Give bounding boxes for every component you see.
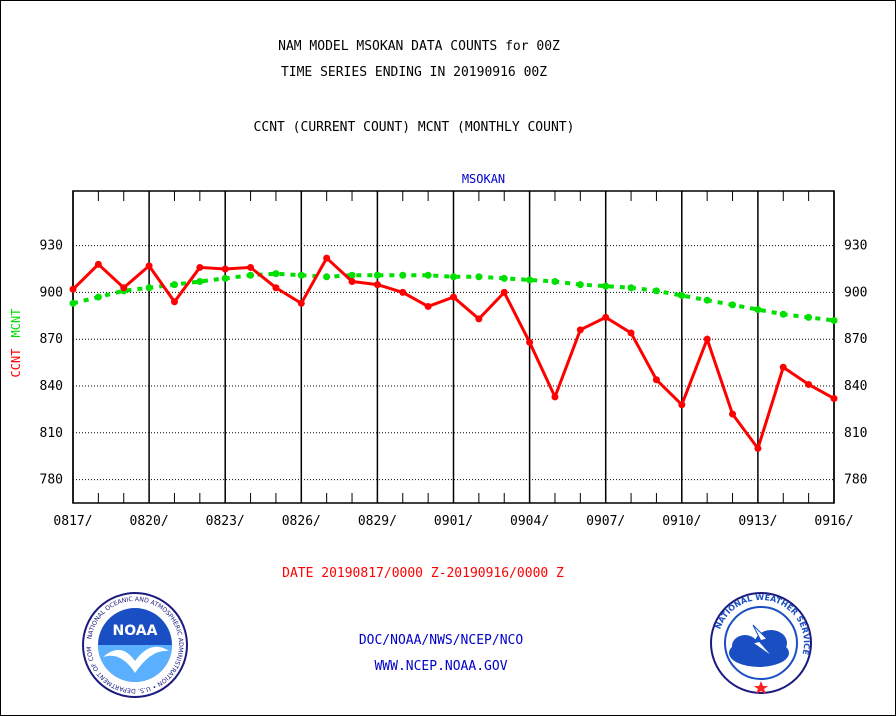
y-tick-label-left: 900 [40, 285, 63, 300]
point-mcnt [145, 284, 153, 292]
point-ccnt [247, 263, 255, 271]
website-label[interactable]: WWW.NCEP.NOAA.GOV [374, 659, 508, 674]
point-ccnt [830, 394, 838, 402]
point-ccnt [805, 380, 813, 388]
point-mcnt [170, 281, 178, 289]
point-mcnt [779, 310, 787, 318]
point-mcnt [69, 299, 77, 307]
y-tick-label-left: 840 [40, 379, 63, 394]
x-tick-label: 0829/ [358, 514, 397, 529]
date-range-label: DATE 20190817/0000 Z-20190916/0000 Z [282, 566, 564, 581]
point-ccnt [170, 298, 178, 306]
point-mcnt [805, 313, 813, 321]
y-tick-label-left: 780 [40, 473, 63, 488]
point-mcnt [221, 274, 229, 282]
point-mcnt [424, 271, 432, 279]
point-ccnt [450, 293, 457, 301]
point-mcnt [678, 292, 686, 300]
point-ccnt [602, 313, 610, 321]
x-tick-label: 0901/ [434, 514, 473, 529]
y-tick-label-left: 810 [40, 426, 63, 441]
point-ccnt [729, 410, 737, 418]
y-axis-label-ccnt: CCNT [9, 349, 23, 378]
point-mcnt [602, 282, 610, 290]
point-ccnt [526, 338, 534, 346]
point-ccnt [576, 326, 584, 334]
y-tick-label-left: 930 [40, 239, 63, 254]
x-tick-label: 0913/ [738, 514, 777, 529]
x-tick-label: 0904/ [510, 514, 549, 529]
y-axis-label-mcnt: MCNT [9, 309, 23, 338]
point-mcnt [830, 316, 838, 324]
point-mcnt [729, 301, 737, 309]
point-mcnt [500, 274, 508, 282]
x-tick-label: 0820/ [130, 514, 169, 529]
x-tick-label: 0910/ [662, 514, 701, 529]
x-tick-label: 0916/ [814, 514, 853, 529]
point-ccnt [221, 265, 229, 273]
point-mcnt [272, 270, 280, 278]
point-mcnt [450, 273, 457, 281]
point-ccnt [272, 284, 280, 292]
y-tick-label-right: 780 [844, 473, 867, 488]
point-ccnt [779, 363, 787, 371]
y-tick-label-left: 870 [40, 332, 63, 347]
point-mcnt [297, 271, 305, 279]
point-ccnt [754, 444, 762, 452]
point-ccnt [399, 288, 407, 296]
point-ccnt [69, 285, 77, 293]
point-ccnt [297, 299, 305, 307]
y-tick-label-right: 840 [844, 379, 867, 394]
point-mcnt [754, 306, 762, 314]
chart-title-line2: TIME SERIES ENDING IN 20190916 00Z [280, 65, 548, 80]
noaa-logo: NOAA NATIONAL OCEANIC AND ATMOSPHERIC AD… [81, 591, 188, 698]
point-ccnt [627, 329, 635, 337]
point-ccnt [551, 393, 559, 401]
point-mcnt [526, 276, 534, 284]
x-tick-label: 0826/ [282, 514, 321, 529]
point-mcnt [703, 296, 711, 304]
plot-border [72, 190, 835, 504]
point-mcnt [551, 277, 559, 285]
y-tick-label-right: 810 [844, 426, 867, 441]
chart-title: MSOKAN [462, 172, 505, 186]
point-mcnt [196, 277, 204, 285]
y-tick-label-right: 870 [844, 332, 867, 347]
chart-title-line1: NAM MODEL MSOKAN DATA COUNTS for 00Z [278, 39, 560, 54]
point-ccnt [475, 315, 483, 323]
point-mcnt [247, 271, 255, 279]
point-mcnt [475, 273, 483, 281]
point-ccnt [323, 254, 331, 262]
point-mcnt [399, 271, 407, 279]
point-ccnt [678, 401, 686, 409]
x-tick-label: 0907/ [586, 514, 625, 529]
point-mcnt [323, 273, 331, 281]
agency-label: DOC/NOAA/NWS/NCEP/NCO [358, 633, 524, 648]
point-ccnt [94, 260, 102, 268]
point-mcnt [94, 293, 102, 301]
point-ccnt [373, 281, 381, 289]
y-tick-label-right: 900 [844, 285, 867, 300]
point-ccnt [424, 302, 432, 310]
point-ccnt [703, 335, 711, 343]
point-ccnt [348, 277, 356, 285]
point-mcnt [373, 271, 381, 279]
point-mcnt [348, 271, 356, 279]
point-ccnt [500, 288, 508, 296]
point-mcnt [652, 287, 660, 295]
point-ccnt [120, 284, 128, 292]
chart-legend-text: CCNT (CURRENT COUNT) MCNT (MONTHLY COUNT… [253, 120, 575, 135]
point-ccnt [196, 263, 204, 271]
noaa-logo-text: NOAA [113, 623, 158, 639]
point-ccnt [652, 376, 660, 384]
x-tick-label: 0817/ [53, 514, 92, 529]
point-mcnt [627, 284, 635, 292]
point-ccnt [145, 262, 153, 270]
x-tick-label: 0823/ [206, 514, 245, 529]
nws-logo: NATIONAL WEATHER SERVICE [710, 592, 812, 694]
y-tick-label-right: 930 [844, 239, 867, 254]
point-mcnt [576, 281, 584, 289]
